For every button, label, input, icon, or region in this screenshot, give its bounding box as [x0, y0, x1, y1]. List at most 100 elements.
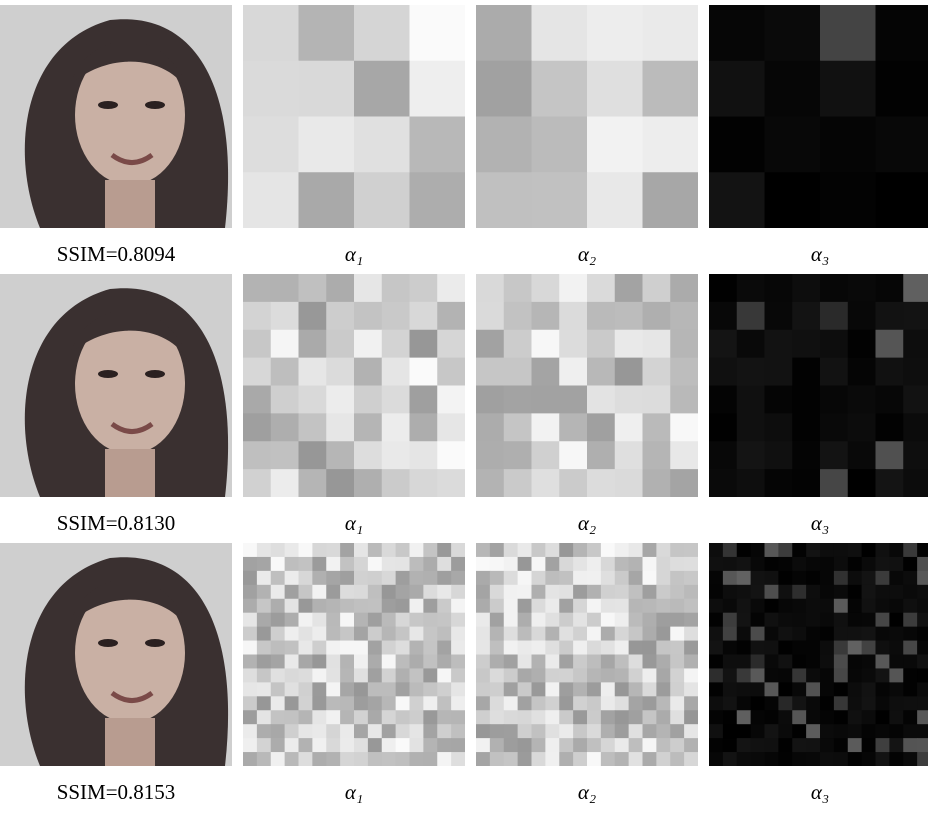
weight-cell — [751, 668, 765, 682]
weight-cell — [806, 668, 820, 682]
weight-cell — [862, 668, 876, 682]
weight-cell — [243, 557, 257, 571]
weight-cell — [709, 627, 723, 641]
weight-cell — [820, 655, 834, 669]
weight-cell — [285, 752, 299, 766]
weight-cell — [848, 469, 876, 497]
weight-cell — [410, 5, 466, 61]
weight-cell — [476, 738, 490, 752]
weight-cell — [643, 274, 671, 302]
weight-cell — [587, 413, 615, 441]
weight-cell — [792, 668, 806, 682]
weight-cell — [382, 738, 396, 752]
weight-cell — [629, 696, 643, 710]
weight-cell — [587, 469, 615, 497]
weight-cell — [573, 710, 587, 724]
weight-cell — [451, 682, 465, 696]
weight-cell — [326, 330, 354, 358]
weight-cell — [615, 668, 629, 682]
weight-cell — [368, 724, 382, 738]
weight-cell — [684, 710, 698, 724]
weight-cell — [820, 386, 848, 414]
weight-cell — [532, 627, 546, 641]
weight-cell — [615, 441, 643, 469]
weight-cell — [778, 585, 792, 599]
weight-cell — [889, 752, 903, 766]
weight-cell — [410, 641, 424, 655]
weight-cell — [765, 599, 779, 613]
weight-cell — [437, 738, 451, 752]
weight-cell — [410, 330, 438, 358]
weight-cell — [629, 627, 643, 641]
weight-cell — [396, 627, 410, 641]
weight-cell — [656, 543, 670, 557]
weight-cell — [504, 330, 532, 358]
weight-cell — [243, 585, 257, 599]
weight-cell — [917, 724, 928, 738]
weight-cell — [876, 696, 890, 710]
weight-cell — [545, 696, 559, 710]
weight-cell — [559, 413, 587, 441]
weight-cell — [643, 543, 657, 557]
weight-cell — [723, 682, 737, 696]
weight-cell — [765, 557, 779, 571]
weight-cell — [437, 696, 451, 710]
weight-cell — [504, 682, 518, 696]
weight-cell — [643, 724, 657, 738]
weight-cell — [423, 752, 437, 766]
weight-cell — [532, 655, 546, 669]
weight-cell — [312, 668, 326, 682]
weight-cell — [476, 469, 504, 497]
weight-cell — [382, 469, 410, 497]
weight-cell — [451, 585, 465, 599]
weight-cell — [820, 738, 834, 752]
weight-cell — [382, 655, 396, 669]
weight-cell — [848, 599, 862, 613]
neck — [105, 449, 155, 497]
weight-cell — [917, 752, 928, 766]
weight-cell — [504, 627, 518, 641]
weight-cell — [751, 599, 765, 613]
weight-cell — [243, 752, 257, 766]
weight-cell — [709, 557, 723, 571]
weight-cell — [737, 358, 765, 386]
weight-cell — [737, 330, 765, 358]
weight-cell — [257, 655, 271, 669]
weight-cell — [326, 557, 340, 571]
weight-cell — [504, 413, 532, 441]
weight-cell — [410, 386, 438, 414]
weight-cell — [643, 61, 699, 117]
weight-cell — [643, 413, 671, 441]
weight-cell — [312, 571, 326, 585]
weight-cell — [476, 330, 504, 358]
weight-cell — [504, 302, 532, 330]
weight-cell — [243, 441, 271, 469]
weight-cell — [532, 413, 560, 441]
weight-cell — [410, 627, 424, 641]
weight-cell — [670, 696, 684, 710]
weight-cell — [437, 613, 451, 627]
weight-cell — [820, 172, 876, 228]
portrait-image — [0, 543, 232, 766]
weight-cell — [587, 696, 601, 710]
weight-cell — [862, 655, 876, 669]
weight-cell — [437, 413, 465, 441]
weight-cell — [670, 413, 698, 441]
weight-cell — [382, 696, 396, 710]
weight-cell — [876, 274, 904, 302]
weight-cell — [476, 613, 490, 627]
weight-cell — [437, 655, 451, 669]
weight-cell — [684, 641, 698, 655]
weight-cell — [792, 358, 820, 386]
weight-cell — [423, 655, 437, 669]
weight-cell — [670, 543, 684, 557]
weight-cell — [848, 571, 862, 585]
weight-cell — [684, 724, 698, 738]
weight-cell — [587, 655, 601, 669]
weight-cell — [820, 61, 876, 117]
weight-cell — [643, 386, 671, 414]
weight-cell — [876, 710, 890, 724]
weight-cell — [601, 682, 615, 696]
weight-cell — [271, 557, 285, 571]
weight-cell — [765, 5, 821, 61]
